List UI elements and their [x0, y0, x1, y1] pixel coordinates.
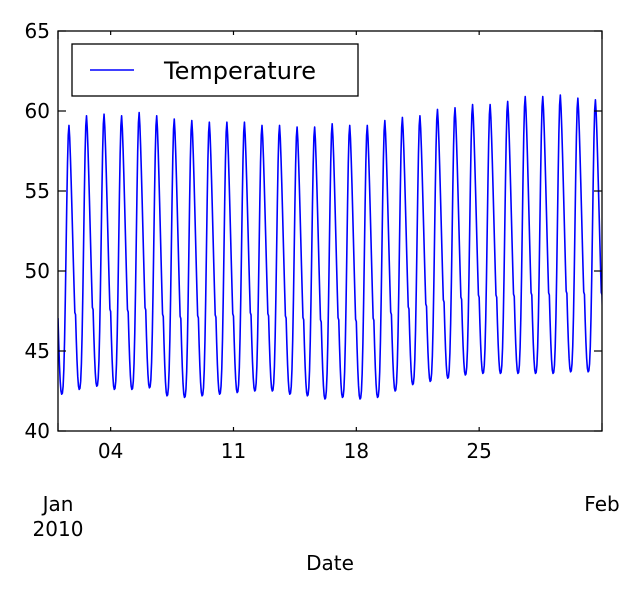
y-tick-label: 50: [25, 259, 50, 283]
x-minor-tick-label: 25: [466, 439, 491, 463]
x-minor-tick-label: 04: [98, 439, 123, 463]
legend-label-temperature: Temperature: [163, 57, 316, 85]
x-axis-title: Date: [306, 551, 354, 575]
plot-frame: [57, 30, 603, 432]
series-line-temperature: [58, 94, 602, 400]
x-major-tick-label: Jan: [41, 492, 74, 516]
x-minor-tick-label: 18: [344, 439, 369, 463]
y-axis: 40 45 50 55 60 65: [25, 19, 602, 443]
y-tick-label: 55: [25, 179, 50, 203]
y-tick-label: 60: [25, 99, 50, 123]
legend: Temperature: [71, 43, 359, 97]
x-minor-tick-label: 11: [221, 439, 246, 463]
x-major-tick-label: Feb: [584, 492, 619, 516]
y-tick-label: 65: [25, 19, 50, 43]
plot-area: [58, 94, 602, 400]
y-tick-label: 40: [25, 419, 50, 443]
x-major-tick-sublabel: 2010: [33, 517, 84, 541]
y-tick-label: 45: [25, 339, 50, 363]
